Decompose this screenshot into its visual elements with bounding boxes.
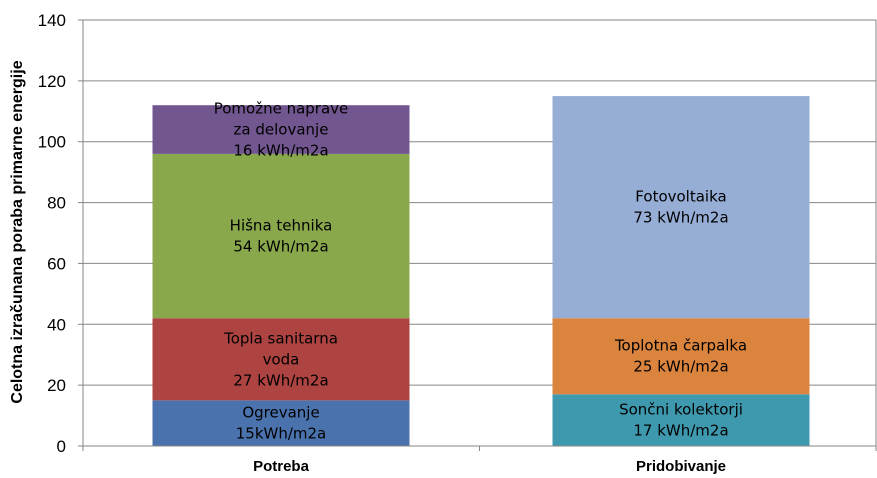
x-tick-label: Pridobivanje (636, 458, 726, 475)
y-tick-label: 60 (47, 254, 66, 273)
axes: 0 20 40 60 80 100 120 140 Potreba Pridobivanje (38, 11, 877, 475)
y-tick-label: 100 (38, 133, 66, 152)
y-tick-label: 140 (38, 11, 66, 30)
bar-segment (152, 318, 410, 401)
y-tick-label: 80 (47, 194, 66, 213)
data-label: Pomožne naprave za delovanje 16 kWh/m2a (214, 100, 349, 160)
bar-segment (552, 318, 810, 395)
data-label: Sončni kolektorji 17 kWh/m2a (619, 401, 743, 440)
y-tick-label: 20 (47, 376, 66, 395)
data-label: Toplotna čarpalka 25 kWh/m2a (614, 337, 747, 376)
bar-segment (152, 105, 410, 154)
y-tick-label: 120 (38, 72, 66, 91)
bar-segment (152, 400, 410, 446)
data-label: Topla sanitarna voda 27 kWh/m2a (223, 329, 338, 389)
data-label: Fotovoltaika 73 kWh/m2a (633, 188, 728, 227)
bar-segment (552, 394, 810, 446)
data-label: Hišna tehnika 54 kWh/m2a (230, 217, 333, 256)
y-tick-label: 0 (57, 437, 66, 456)
y-tick-label: 40 (47, 315, 66, 334)
y-axis-label: Celotna izračunana poraba primarne energ… (9, 60, 26, 403)
bar-segment (152, 153, 410, 319)
x-tick-label: Potreba (253, 458, 310, 475)
bar-segment (552, 96, 810, 319)
bars (152, 96, 810, 446)
data-label: Ogrevanje 15kWh/m2a (236, 404, 327, 443)
segment-labels: Ogrevanje 15kWh/m2a Topla sanitarna voda 27 … (214, 100, 747, 443)
